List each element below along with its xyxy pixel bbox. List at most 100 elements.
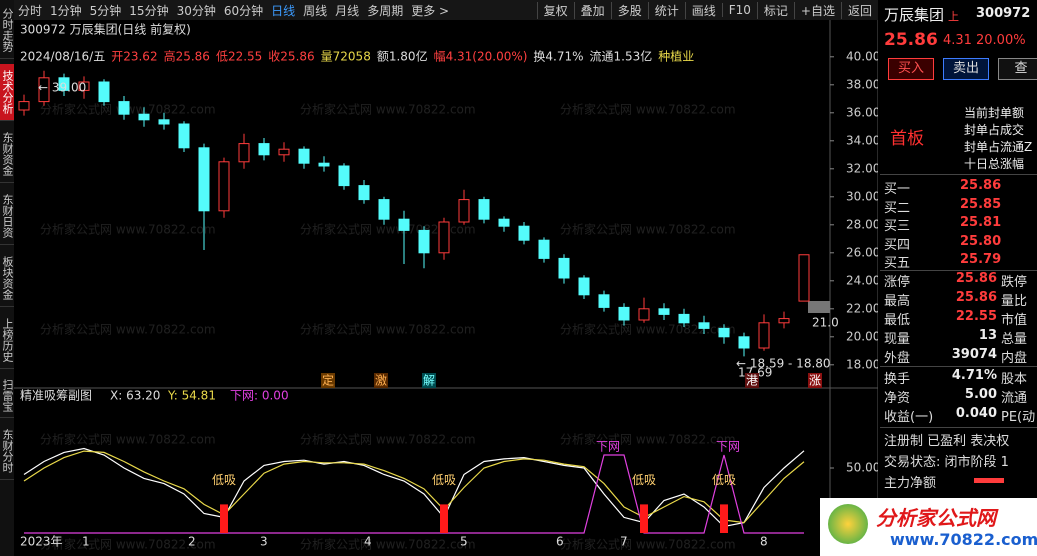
stat-label: 内盘 — [1001, 351, 1028, 366]
stat-label: 净资 — [884, 391, 911, 406]
side-tab[interactable]: 板块资金 — [0, 250, 14, 307]
candle-body — [438, 221, 450, 254]
period-tab[interactable]: 1分钟 — [50, 3, 82, 18]
stat-value: 39074 — [951, 347, 997, 362]
logo-url: www.70822.com — [890, 530, 1037, 549]
info-item: 量72058 — [321, 50, 371, 64]
candle-body — [618, 306, 630, 321]
board: 上 — [948, 10, 959, 23]
status-line: 当前封单额 — [964, 106, 1025, 120]
watermark: 分析家公式网 www.70822.com — [300, 222, 476, 237]
tool-button[interactable]: 复权 — [536, 1, 574, 19]
signal-tag: 解 — [423, 374, 435, 388]
candle-body — [718, 327, 730, 338]
info-item: 收25.86 — [268, 50, 314, 64]
divider — [880, 427, 1037, 428]
bid-price: 25.85 — [960, 196, 1002, 212]
signal-label: 下网 — [716, 440, 740, 454]
period-tab[interactable]: 5分钟 — [89, 3, 122, 18]
y-tick-label: 32.00 — [846, 161, 878, 175]
period-tab[interactable]: 分时 — [18, 3, 43, 18]
x-tick-label: 1 — [82, 535, 90, 549]
candle-body — [78, 81, 90, 91]
signal-tag: 激 — [375, 374, 387, 388]
period-tab[interactable]: 月线 — [335, 3, 360, 18]
y-tick-label: 34.00 — [846, 133, 878, 147]
indicator-title: 精准吸筹副图 — [20, 389, 92, 403]
candle-body — [138, 113, 150, 121]
watermark: 分析家公式网 www.70822.com — [560, 322, 736, 337]
period-tab[interactable]: 周线 — [303, 3, 328, 18]
tool-button[interactable]: 返回 — [840, 1, 878, 19]
logo-name: 分析家公式网 — [876, 506, 996, 530]
tool-button[interactable]: 叠加 — [573, 1, 611, 19]
footer-line: 交易状态: 闭市阶段 1 — [884, 455, 1009, 470]
watermark: 分析家公式网 www.70822.com — [560, 432, 736, 447]
stat-label: 换手 — [884, 372, 911, 387]
signal-tag-box — [422, 373, 436, 388]
stat-label: 外盘 — [884, 351, 911, 366]
badge: 首板 — [890, 129, 924, 149]
candle-body — [678, 313, 690, 324]
signal-label: 低吸 — [632, 473, 656, 487]
candle-body — [38, 77, 50, 103]
tool-button[interactable]: +自选 — [793, 1, 841, 19]
watermark: 分析家公式网 www.70822.com — [40, 222, 216, 237]
candle-body — [798, 254, 810, 302]
period-tab[interactable]: 更多 > — [411, 3, 450, 18]
period-tab[interactable]: 60分钟 — [223, 3, 264, 18]
side-tab[interactable]: 东财日资 — [0, 188, 14, 245]
info-item: 2024/08/16/五 — [20, 50, 105, 64]
candle-body — [338, 165, 350, 187]
trade-button[interactable]: 买入 — [888, 58, 934, 80]
candle-body — [98, 81, 110, 103]
period-tab[interactable]: 15分钟 — [129, 3, 169, 18]
candle-body — [198, 147, 210, 212]
side-tab[interactable]: 技术分析 — [0, 64, 14, 121]
signal-label: 低吸 — [432, 473, 456, 487]
info-item: 幅4.31(20.00%) — [434, 49, 528, 64]
candle-body — [598, 294, 610, 308]
watermark: 分析家公式网 www.70822.com — [560, 102, 736, 117]
tool-button[interactable]: 统计 — [647, 1, 685, 19]
stat-label: 流通 — [1001, 391, 1028, 406]
candle-body — [398, 218, 410, 231]
pct: 20.00% — [976, 33, 1026, 48]
period-tab[interactable]: 30分钟 — [176, 3, 216, 18]
indicator-readout: X: 63.20 — [110, 389, 160, 403]
candle-body — [758, 322, 770, 349]
stat-label: PE(动 — [1001, 410, 1036, 425]
trade-button[interactable]: 卖出 — [943, 58, 989, 80]
toolbar: 分时 1分钟 5分钟 15分钟 30分钟 60分钟 日线 周线 月线 多周期 更多 > 复权 叠加 多股统… — [14, 0, 878, 20]
logo-icon — [828, 504, 868, 544]
x-tick-label: 6 — [556, 535, 564, 549]
stat-value: 22.55 — [955, 309, 997, 324]
period-tab[interactable]: 日线 — [271, 3, 296, 18]
tool-button[interactable]: 标记 — [756, 1, 794, 19]
candle-body — [18, 101, 30, 111]
chart-area: 300972 万辰集团(日线 前复权) 精准吸筹副图 分析家公式网 www.70… — [14, 0, 878, 556]
tool-button[interactable]: F10 — [721, 3, 757, 17]
stat-value: 25.86 — [955, 271, 997, 286]
side-tab[interactable]: 上榜历史 — [0, 312, 14, 369]
watermark: 分析家公式网 www.70822.com — [40, 432, 216, 447]
signal-tag: 定 — [322, 373, 334, 388]
signal-tag-box — [374, 373, 388, 388]
tool-button[interactable]: 多股 — [610, 1, 648, 19]
period-tab[interactable]: 多周期 — [367, 3, 404, 18]
x-tick-label: 8 — [760, 535, 768, 549]
y-tick-label: 50.00 — [846, 461, 878, 475]
side-tab[interactable]: 扫雷宝 — [0, 374, 14, 418]
x-tick-label: 7 — [620, 535, 628, 549]
side-tab[interactable]: 分时走势 — [0, 2, 14, 59]
price-marker — [808, 301, 830, 313]
trade-button[interactable]: 查 — [998, 58, 1037, 80]
side-tab[interactable]: 东财资金 — [0, 126, 14, 183]
watermark: 分析家公式网 www.70822.com — [40, 322, 216, 337]
bid-label: 买三 — [884, 219, 911, 234]
signal-label: 低吸 — [712, 473, 736, 487]
side-tab[interactable]: 东财分时 — [0, 423, 14, 480]
watermark: 分析家公式网 www.70822.com — [40, 537, 216, 552]
tool-button[interactable]: 画线 — [684, 1, 722, 19]
